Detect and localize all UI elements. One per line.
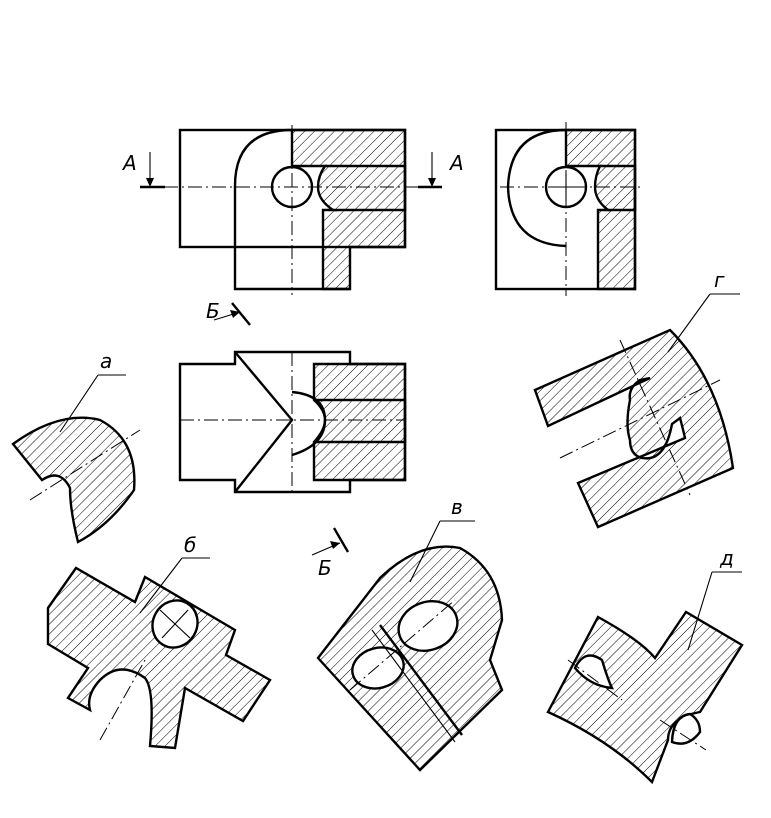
variant-v-label: в xyxy=(451,495,463,519)
section-a-label-left: А xyxy=(121,151,137,175)
variant-g-label: г xyxy=(714,268,725,292)
section-a-marker: А А xyxy=(121,151,464,189)
variant-a-section: а xyxy=(11,349,141,544)
side-view xyxy=(494,122,640,296)
variant-a-label: а xyxy=(100,349,112,373)
variant-d-section: д xyxy=(546,546,744,785)
section-a-label-right: А xyxy=(448,151,464,175)
section-b-label-top: Б xyxy=(206,299,220,323)
section-b-label-bottom: Б xyxy=(318,556,332,580)
variant-b-section: б xyxy=(46,533,272,750)
variant-v-section: в xyxy=(316,495,504,772)
variant-d-label: д xyxy=(719,546,734,570)
variant-b-label: б xyxy=(184,533,196,557)
top-view xyxy=(178,350,407,494)
section-b-marker: Б Б xyxy=(206,299,350,580)
variant-g-section: г xyxy=(533,268,740,529)
front-view xyxy=(140,125,442,295)
